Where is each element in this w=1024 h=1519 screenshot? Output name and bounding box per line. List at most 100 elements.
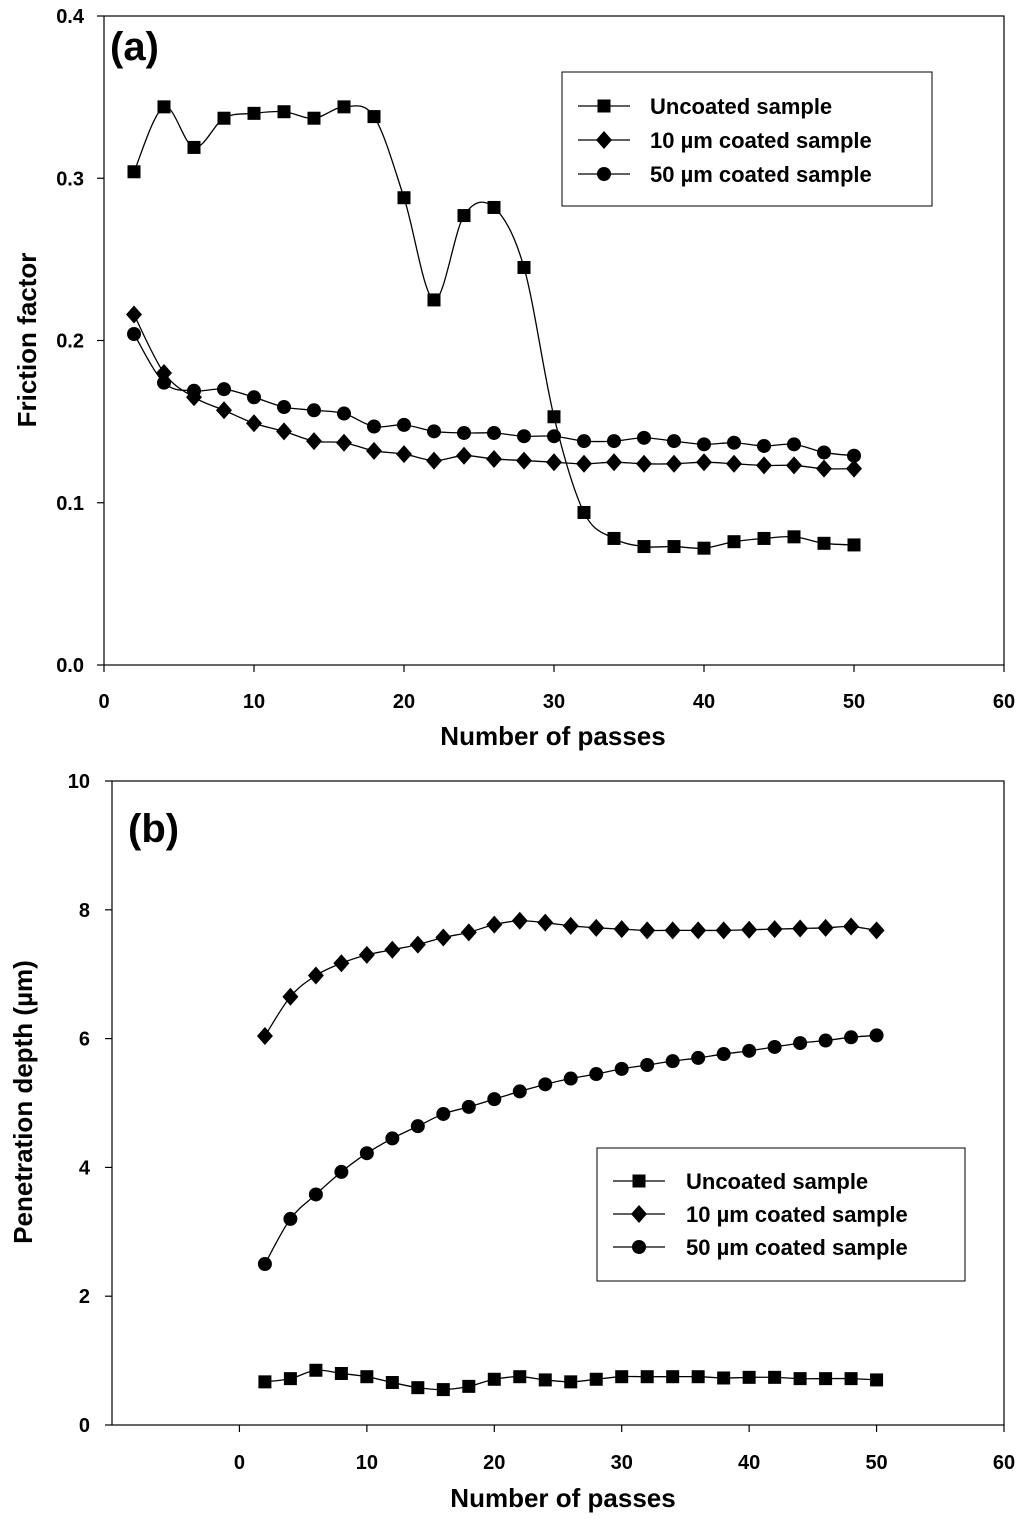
data-point-square: [217, 111, 231, 125]
data-point-circle: [487, 1092, 502, 1107]
data-point-square: [819, 1372, 833, 1386]
data-point-square: [457, 209, 471, 223]
x-tick-label: 50: [843, 691, 865, 713]
data-point-circle: [187, 383, 201, 398]
data-point-circle: [665, 1054, 680, 1069]
data-point-circle: [247, 390, 261, 405]
data-point-square: [697, 541, 711, 555]
data-point-circle: [367, 419, 381, 434]
data-point-square: [462, 1379, 476, 1393]
data-point-diamond: [639, 921, 656, 940]
y-tick-label: 0.4: [56, 6, 85, 28]
data-point-circle: [410, 1119, 425, 1134]
data-point-square: [817, 536, 831, 550]
data-point-circle: [563, 1071, 578, 1086]
data-point-diamond: [817, 918, 834, 937]
data-point-circle: [461, 1099, 476, 1114]
y-axis-title-b: Penetration depth (µm): [8, 960, 38, 1244]
data-point-diamond: [766, 920, 783, 939]
data-point-circle: [757, 438, 771, 453]
data-point-diamond: [576, 454, 592, 473]
data-point-circle: [727, 435, 741, 450]
y-tick-label: 0.0: [56, 655, 84, 677]
data-point-diamond: [384, 940, 401, 959]
data-point-circle: [637, 430, 651, 445]
legend-label: 50 µm coated sample: [686, 1235, 908, 1260]
data-point-circle: [517, 429, 531, 444]
data-point-square: [427, 293, 441, 307]
data-point-diamond: [636, 454, 652, 473]
data-point-circle: [538, 1077, 553, 1092]
data-point-circle: [742, 1043, 757, 1058]
data-point-diamond: [358, 945, 375, 964]
chart-panel-b: 0 10 20 30 40 50 60 0 2 4 6 8 10 (b) Number of passe…: [8, 771, 1015, 1513]
data-point-diamond: [456, 446, 472, 465]
x-tick-label: 50: [865, 1452, 887, 1474]
data-point-circle: [589, 1067, 604, 1082]
x-tick-label: 10: [356, 1452, 378, 1474]
data-point-square: [538, 1373, 552, 1387]
data-point-square: [607, 531, 621, 545]
data-point-circle: [869, 1028, 884, 1043]
data-point-circle: [436, 1106, 451, 1121]
panel-label-a: (a): [110, 25, 159, 69]
data-point-diamond: [409, 935, 426, 954]
data-point-circle: [277, 400, 291, 415]
data-point-circle: [847, 448, 861, 463]
data-point-circle: [640, 1058, 655, 1073]
data-point-diamond: [396, 445, 412, 464]
data-point-circle: [283, 1211, 298, 1226]
data-point-circle: [547, 429, 561, 444]
data-point-circle: [793, 1036, 808, 1051]
data-point-diamond: [868, 921, 885, 940]
data-point-square: [277, 105, 291, 119]
data-point-circle: [308, 1187, 323, 1202]
data-point-circle: [337, 406, 351, 421]
data-point-diamond: [366, 441, 382, 460]
data-point-diamond: [336, 433, 352, 452]
legend-marker-circle: [632, 1240, 646, 1254]
data-point-diamond: [786, 456, 802, 475]
data-point-square: [666, 1370, 680, 1384]
data-point-circle: [217, 382, 231, 397]
x-tick-label: 60: [993, 1452, 1015, 1474]
data-point-square: [667, 540, 681, 554]
y-tick-label: 4: [79, 1157, 91, 1179]
data-point-diamond: [562, 916, 579, 935]
data-point-square: [283, 1372, 297, 1386]
data-point-square: [187, 140, 201, 154]
data-point-diamond: [816, 459, 832, 478]
legend-label: Uncoated sample: [686, 1169, 868, 1194]
y-axis-title-a: Friction factor: [12, 253, 42, 428]
data-point-diamond: [756, 456, 772, 475]
data-point-circle: [512, 1084, 527, 1099]
data-point-circle: [157, 375, 171, 390]
y-tick-label: 0.1: [56, 493, 84, 515]
data-point-circle: [385, 1131, 400, 1146]
data-point-square: [742, 1370, 756, 1384]
chart-panel-a: 0 10 20 30 40 50 60 0.0 0.1 0.2 0.3 0.4 (a) Number …: [12, 6, 1015, 751]
y-tick-label: 10: [68, 771, 90, 793]
data-point-square: [547, 410, 561, 424]
data-point-circle: [787, 437, 801, 452]
data-point-diamond: [426, 451, 442, 470]
data-point-square: [513, 1370, 527, 1384]
y-tick-label: 6: [79, 1029, 90, 1051]
legend-marker-circle: [597, 167, 611, 181]
data-point-diamond: [588, 918, 605, 937]
y-tick-label: 0.3: [56, 168, 84, 190]
data-point-diamond: [276, 422, 292, 441]
data-point-square: [844, 1372, 858, 1386]
data-point-circle: [359, 1146, 374, 1161]
x-tick-label: 30: [611, 1452, 633, 1474]
data-point-diamond: [843, 917, 860, 936]
data-point-square: [127, 165, 141, 179]
data-point-circle: [127, 327, 141, 342]
x-tick-label: 10: [243, 691, 265, 713]
data-point-diamond: [606, 453, 622, 472]
data-point-square: [577, 505, 591, 519]
data-point-circle: [257, 1257, 272, 1271]
legend-marker-diamond: [596, 131, 612, 149]
data-point-square: [487, 1372, 501, 1386]
data-point-square: [307, 111, 321, 125]
